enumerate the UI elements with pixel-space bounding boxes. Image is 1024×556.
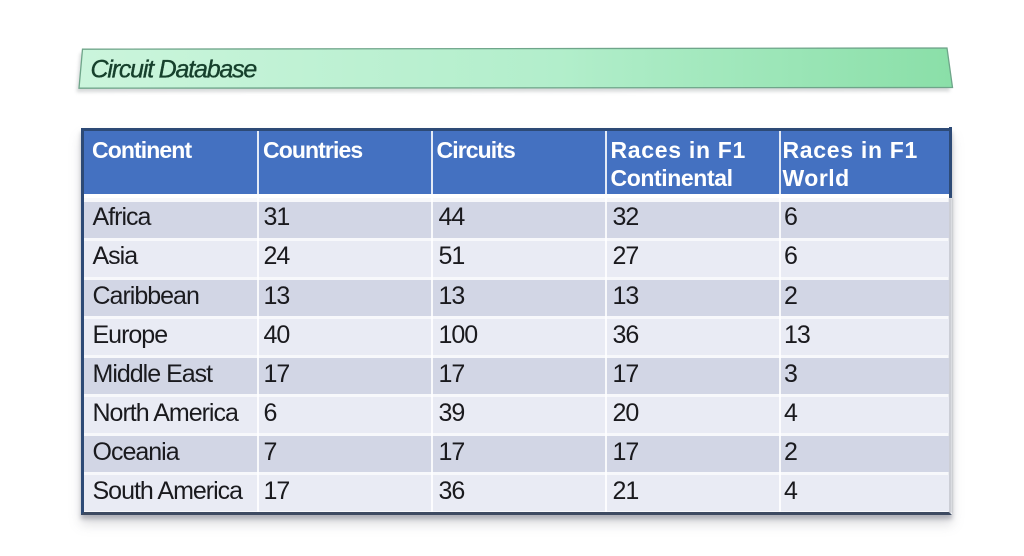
- svg-text:Circuit Database: Circuit Database: [91, 56, 257, 84]
